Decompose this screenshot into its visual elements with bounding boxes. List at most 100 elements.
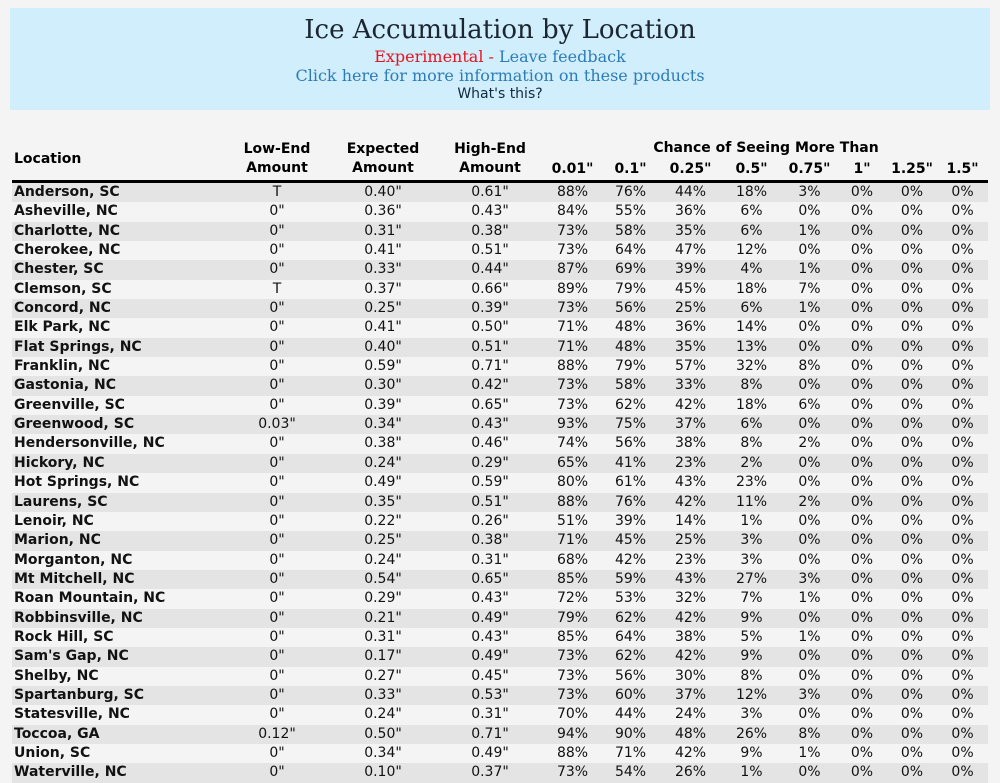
amount-cell: 0.17" [364, 648, 402, 665]
chance-cell: 14% [674, 512, 707, 529]
amount-cell: 0.39" [471, 300, 509, 317]
chance-cell: 56% [614, 300, 647, 317]
location-cell: Greenwood, SC [14, 416, 135, 433]
amount-cell: 0.66" [471, 280, 509, 297]
chance-cell: 73% [556, 648, 589, 665]
chance-cell: 6% [740, 300, 763, 317]
chance-cell: 6% [740, 222, 763, 239]
chance-cell: 2% [798, 435, 821, 452]
column-header-low-end: Low-End Amount [243, 141, 311, 176]
chance-cell: 74% [556, 435, 589, 452]
chance-cell: 18% [735, 184, 768, 200]
amount-cell: 0.51" [471, 493, 509, 510]
location-cell: Franklin, NC [14, 358, 111, 375]
chance-cell: 57% [674, 358, 707, 375]
chance-cell: 32% [674, 590, 707, 607]
chance-cell: 0% [798, 454, 821, 471]
chance-cell: 80% [556, 474, 589, 491]
experimental-label: Experimental [374, 47, 484, 66]
chance-cell: 65% [556, 454, 589, 471]
location-cell: Spartanburg, SC [14, 686, 145, 703]
chance-cell: 8% [740, 667, 763, 684]
chance-cell: 0% [951, 222, 974, 239]
chance-cell: 0% [900, 570, 924, 587]
chance-cell: 38% [674, 435, 707, 452]
amount-cell: 0" [269, 396, 285, 413]
chance-cell: 71% [556, 338, 589, 355]
chance-cell: 7% [798, 280, 821, 297]
amount-cell: 0.51" [471, 242, 509, 259]
chance-cell: 9% [740, 744, 763, 761]
chance-cell: 38% [674, 628, 707, 645]
chance-cell: 73% [556, 764, 589, 781]
amount-cell: 0.54" [364, 570, 402, 587]
amount-cell: 0.43" [471, 416, 509, 433]
location-cell: Rock Hill, SC [14, 628, 114, 645]
location-cell: Laurens, SC [14, 493, 108, 510]
chance-cell: 59% [614, 570, 647, 587]
amount-cell: 0.45" [471, 667, 509, 684]
chance-cell: 53% [614, 590, 647, 607]
chance-cell: 26% [735, 725, 768, 742]
leave-feedback-link[interactable]: Leave feedback [499, 47, 626, 66]
table-row: Waterville, NC 0" 0.10" 0.37" 73% 54% 26% 1% 0% 0… [12, 763, 989, 783]
chance-cell: 62% [614, 609, 647, 626]
amount-cell: T [272, 280, 282, 297]
amount-cell: 0" [269, 338, 285, 355]
chance-cell: 23% [674, 454, 707, 471]
chance-cell: 0% [951, 242, 974, 259]
chance-cell: 6% [798, 396, 821, 413]
chance-cell: 88% [556, 184, 589, 200]
whats-this-link[interactable]: What's this? [457, 86, 543, 102]
chance-cell: 0% [850, 184, 874, 200]
table-row: Hot Springs, NC 0" 0.49" 0.59" 80% 61% 43% 23% 0… [12, 473, 988, 492]
chance-cell: 71% [614, 744, 647, 761]
chance-cell: 0% [951, 512, 974, 529]
chance-cell: 0% [900, 532, 924, 549]
location-cell: Chester, SC [14, 261, 104, 278]
chance-cell: 0% [850, 338, 874, 355]
table-row: Concord, NC 0" 0.25" 0.39" 73% 56% 25% 6% 1% 0% 0%… [12, 299, 989, 319]
chance-cell: 0% [951, 493, 974, 510]
amount-cell: 0.24" [364, 551, 402, 568]
amount-cell: 0" [269, 493, 285, 510]
amount-cell: 0.12" [258, 725, 296, 742]
amount-cell: 0" [269, 532, 285, 549]
chance-cell: 0% [951, 319, 974, 336]
chance-cell: 35% [674, 338, 707, 355]
chance-cell: 43% [674, 474, 707, 491]
amount-cell: 0" [269, 590, 285, 607]
chance-cell: 41% [614, 454, 647, 471]
chance-cell: 36% [674, 319, 707, 336]
chance-cell: 0% [798, 242, 821, 259]
column-header-threshold: 0.01" [551, 161, 594, 177]
chance-cell: 71% [556, 319, 589, 336]
chance-cell: 87% [556, 261, 589, 278]
chance-cell: 0% [951, 686, 974, 703]
more-information-link[interactable]: Click here for more information on these… [295, 66, 705, 85]
chance-cell: 0% [900, 261, 924, 278]
amount-cell: 0.49" [364, 474, 402, 491]
chance-cell: 42% [674, 744, 707, 761]
chance-cell: 47% [674, 242, 707, 259]
chance-cell: 0% [951, 280, 974, 297]
chance-cell: 0% [951, 764, 974, 781]
table-row: Anderson, SC T 0.40" 0.61" 88% 76% 44% 18% 3% 0% 0… [12, 181, 989, 203]
amount-cell: 0.37" [471, 764, 509, 781]
chance-cell: 58% [614, 222, 647, 239]
amount-cell: 0" [269, 474, 285, 491]
chance-cell: 3% [740, 706, 763, 723]
chance-cell: 73% [556, 242, 589, 259]
location-cell: Flat Springs, NC [14, 338, 142, 355]
chance-cell: 0% [850, 532, 874, 549]
table-row: Shelby, NC 0" 0.27" 0.45" 73% 56% 30% 8% 0% 0% 0% 0… [12, 667, 988, 686]
amount-cell: 0.38" [364, 435, 402, 452]
chance-cell: 1% [798, 222, 821, 239]
chance-cell: 73% [556, 667, 589, 684]
chance-cell: 0% [951, 203, 974, 220]
table-row: Robbinsville, NC 0" 0.21" 0.49" 79% 62% 42% 9% 0… [12, 608, 989, 628]
table-row: Charlotte, NC 0" 0.31" 0.38" 73% 58% 35% 6% 1% 0%… [12, 221, 989, 242]
amount-cell: 0.40" [364, 338, 402, 355]
location-cell: Greenville, SC [14, 396, 125, 413]
chance-cell: 27% [735, 570, 768, 587]
